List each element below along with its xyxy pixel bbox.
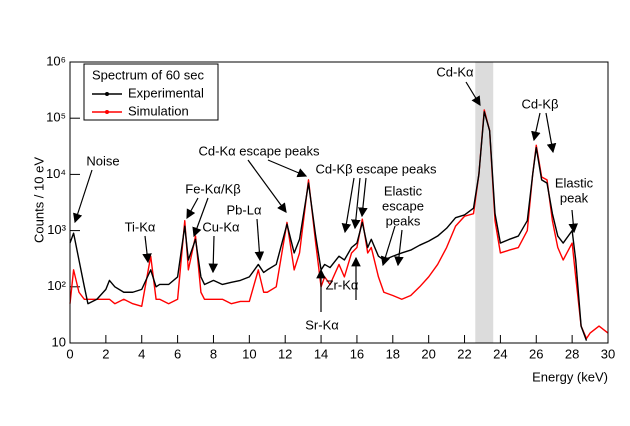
annotation: Cd-Kα escape peaks bbox=[199, 143, 320, 158]
legend-dot bbox=[105, 92, 109, 96]
annotation: Sr-Kα bbox=[305, 317, 339, 332]
legend-dot bbox=[105, 110, 109, 114]
series-line bbox=[69, 111, 588, 341]
annotation: Fe-Kα/Kβ bbox=[185, 181, 240, 196]
annotation-arrow bbox=[73, 169, 93, 224]
annotation: escape bbox=[382, 198, 424, 213]
x-tick-label: 2 bbox=[102, 346, 109, 361]
x-axis-label: Energy (keV) bbox=[532, 369, 608, 384]
y-tick-label: 10 bbox=[52, 334, 66, 349]
x-tick-label: 0 bbox=[66, 346, 73, 361]
annotation-arrow bbox=[192, 197, 209, 238]
annotation: Elastic bbox=[384, 183, 423, 198]
annotation: Cu-Kα bbox=[202, 219, 240, 234]
annotation-arrow bbox=[531, 112, 541, 142]
x-tick-label: 8 bbox=[210, 346, 217, 361]
annotation: Zr-Kα bbox=[326, 277, 359, 292]
annotation-arrow bbox=[186, 197, 199, 220]
annotation-arrow bbox=[380, 225, 396, 267]
annotation: Pb-Lα bbox=[227, 202, 262, 217]
annotation-arrow bbox=[142, 235, 152, 264]
x-tick-label: 24 bbox=[493, 346, 507, 361]
annotation: peaks bbox=[386, 213, 421, 228]
annotation: Noise bbox=[86, 153, 119, 168]
annotation-arrow bbox=[545, 112, 557, 154]
annotation: Cd-Kβ escape peaks bbox=[316, 161, 437, 176]
y-tick-label: 10⁵ bbox=[46, 110, 66, 125]
x-tick-label: 26 bbox=[529, 346, 543, 361]
annotation: Ti-Kα bbox=[125, 219, 156, 234]
annotation-arrow bbox=[267, 159, 308, 178]
annotation-arrow bbox=[351, 177, 361, 230]
annotation: Elastic bbox=[555, 175, 594, 190]
x-tick-label: 20 bbox=[421, 346, 435, 361]
annotation-arrow bbox=[394, 229, 404, 267]
annotation-arrow bbox=[358, 177, 368, 218]
annotation: Cd-Kβ bbox=[521, 96, 558, 111]
y-tick-label: 10³ bbox=[47, 222, 66, 237]
y-axis-label: Counts / 10 eV bbox=[31, 157, 46, 243]
annotation-arrow bbox=[247, 159, 287, 213]
x-tick-label: 22 bbox=[457, 346, 471, 361]
annotation-arrow bbox=[254, 218, 265, 262]
plot-frame bbox=[69, 61, 609, 344]
x-tick-label: 10 bbox=[242, 346, 256, 361]
x-tick-label: 28 bbox=[565, 346, 579, 361]
x-tick-label: 12 bbox=[278, 346, 292, 361]
x-tick-label: 30 bbox=[601, 346, 615, 361]
annotation-arrow bbox=[208, 235, 219, 274]
legend: Spectrum of 60 sec Experimental Simulation bbox=[83, 63, 219, 121]
shaded-band bbox=[475, 62, 494, 343]
legend-label: Simulation bbox=[128, 103, 189, 118]
y-tick-label: 10⁶ bbox=[46, 53, 66, 68]
x-tick-label: 14 bbox=[314, 346, 328, 361]
y-tick-label: 10² bbox=[47, 278, 66, 293]
annotation-arrow bbox=[465, 81, 481, 107]
x-tick-label: 18 bbox=[386, 346, 400, 361]
annotation: peak bbox=[560, 190, 589, 205]
annotation-arrow bbox=[341, 177, 355, 234]
annotation-arrow bbox=[568, 209, 579, 234]
annotation: Cd-Kα bbox=[436, 64, 474, 79]
x-tick-label: 16 bbox=[350, 346, 364, 361]
x-tick-label: 4 bbox=[138, 346, 145, 361]
legend-title: Spectrum of 60 sec bbox=[92, 67, 204, 82]
y-tick-label: 10⁴ bbox=[46, 166, 66, 181]
legend-label: Experimental bbox=[128, 85, 204, 100]
x-tick-label: 6 bbox=[174, 346, 181, 361]
